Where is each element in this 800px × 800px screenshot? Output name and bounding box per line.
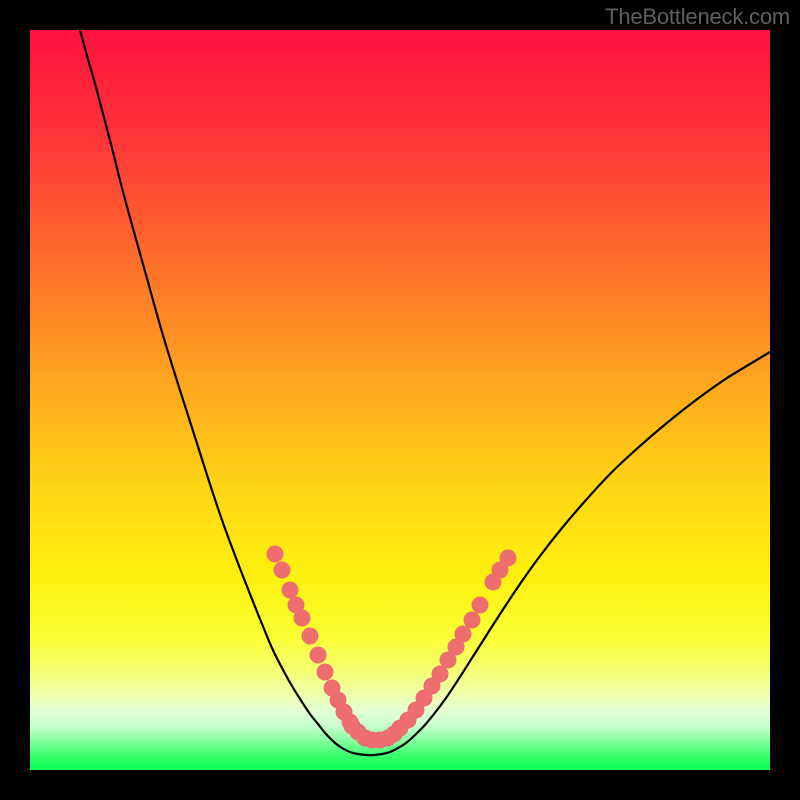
figure-root: TheBottleneck.com — [0, 0, 800, 800]
data-dot — [282, 582, 299, 599]
data-dot — [274, 562, 291, 579]
data-dot — [455, 626, 472, 643]
data-dot — [310, 647, 327, 664]
data-dot — [464, 612, 481, 629]
curve-layer — [30, 30, 770, 770]
data-dot — [267, 546, 284, 563]
watermark-text: TheBottleneck.com — [605, 4, 790, 30]
data-dot — [472, 597, 489, 614]
plot-area — [30, 30, 770, 770]
data-dot — [500, 550, 517, 567]
data-dot — [294, 610, 311, 627]
data-dot — [302, 628, 319, 645]
bottleneck-curve — [80, 30, 770, 755]
data-dot — [317, 664, 334, 681]
